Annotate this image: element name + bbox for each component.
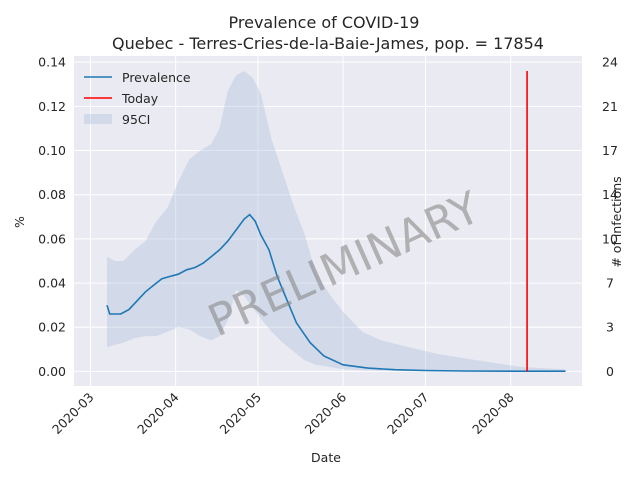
- y2-tick-label: 14: [602, 187, 618, 202]
- x-tick-label: 2020-04: [134, 389, 182, 437]
- plot-background: [74, 56, 582, 386]
- legend: Prevalence Today 95CI: [84, 70, 191, 127]
- x-tick-label: 2020-06: [302, 389, 350, 437]
- y-tick-label: 0.06: [38, 231, 66, 246]
- y2-tick-label: 10: [602, 231, 618, 246]
- y-tick-label: 0.08: [38, 187, 66, 202]
- legend-prevalence-label: Prevalence: [122, 70, 191, 85]
- confidence-band: [107, 71, 566, 372]
- legend-ci-swatch: [84, 114, 112, 124]
- x-tick-label: 2020-08: [469, 389, 517, 437]
- x-axis-ticks: 2020-03 2020-04 2020-05 2020-06 2020-07 2020-…: [49, 389, 517, 437]
- y-tick-label: 0.00: [38, 364, 66, 379]
- y-tick-label: 0.10: [38, 143, 66, 158]
- y-axis-ticks: 0.00 0.02 0.04 0.06 0.08 0.10 0.12 0.14: [38, 55, 66, 379]
- y2-tick-label: 17: [602, 143, 618, 158]
- y2-tick-label: 24: [602, 55, 618, 70]
- y-tick-label: 0.04: [38, 276, 66, 291]
- x-tick-label: 2020-03: [49, 390, 97, 438]
- prevalence-line: [106, 213, 566, 373]
- chart-title: Prevalence of COVID-19: [229, 13, 420, 32]
- y-axis-label: %: [12, 216, 27, 228]
- x-tick-label: 2020-05: [217, 390, 265, 438]
- y-tick-label: 0.14: [38, 55, 66, 70]
- legend-ci-label: 95CI: [122, 112, 150, 127]
- y2-axis-label: # of infections: [609, 176, 624, 267]
- y2-axis-ticks: 0 3 7 10 14 17 21 24: [602, 55, 618, 379]
- y-tick-label: 0.02: [38, 320, 66, 335]
- grid: [74, 56, 582, 386]
- y2-tick-label: 21: [602, 99, 618, 114]
- chart-subtitle: Quebec - Terres-Cries-de-la-Baie-James, …: [112, 34, 544, 53]
- x-tick-label: 2020-07: [384, 390, 432, 438]
- y2-tick-label: 0: [606, 364, 614, 379]
- x-axis-label: Date: [311, 450, 341, 465]
- y2-tick-label: 7: [606, 276, 614, 291]
- y-tick-label: 0.12: [38, 99, 66, 114]
- legend-today-label: Today: [121, 91, 159, 106]
- y2-tick-label: 3: [606, 320, 614, 335]
